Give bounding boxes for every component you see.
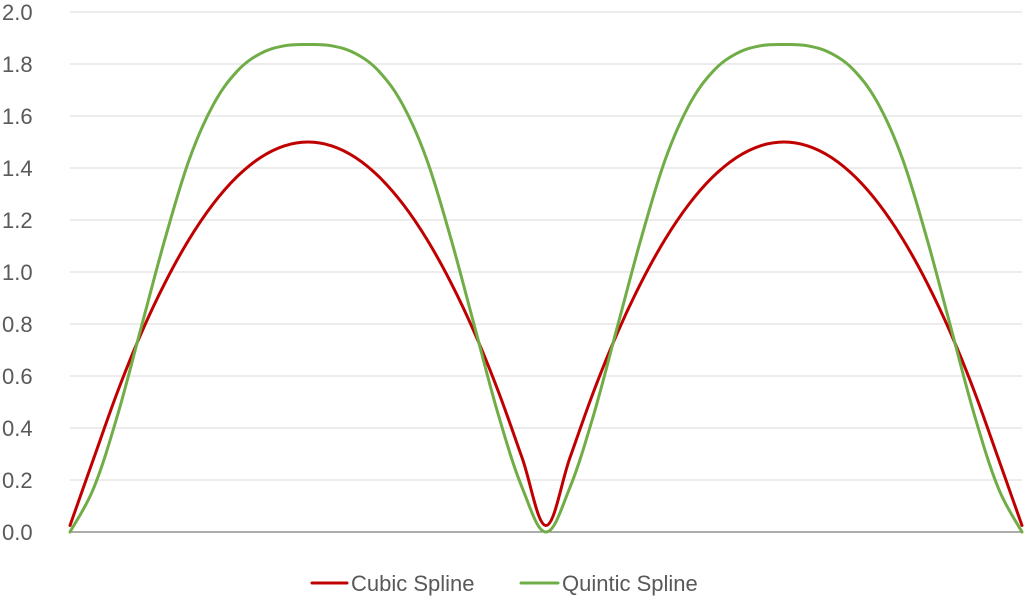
y-tick-label: 0.4 <box>2 416 33 441</box>
y-tick-label: 2.0 <box>2 0 33 25</box>
y-tick-label: 0.2 <box>2 468 33 493</box>
y-tick-label: 1.2 <box>2 208 33 233</box>
y-tick-label: 1.6 <box>2 104 33 129</box>
series-lines <box>68 42 1024 534</box>
y-tick-label: 1.0 <box>2 260 33 285</box>
grid-lines <box>70 11 1022 481</box>
legend: Cubic Spline Quintic Spline <box>310 571 698 596</box>
series-line-cubic-spline <box>68 140 1024 527</box>
legend-label-cubic-spline: Cubic Spline <box>351 571 475 596</box>
y-tick-label: 1.8 <box>2 52 33 77</box>
y-tick-label: 0.8 <box>2 312 33 337</box>
y-tick-label: 0.0 <box>2 520 33 545</box>
y-tick-label: 1.4 <box>2 156 33 181</box>
legend-label-quintic-spline: Quintic Spline <box>562 571 698 596</box>
y-axis-ticks: 0.0 0.2 0.4 0.6 0.8 1.0 1.2 1.4 1.6 1.8 2.0 <box>2 0 33 545</box>
series-line-quintic-spline <box>68 42 1024 534</box>
y-tick-label: 0.6 <box>2 364 33 389</box>
